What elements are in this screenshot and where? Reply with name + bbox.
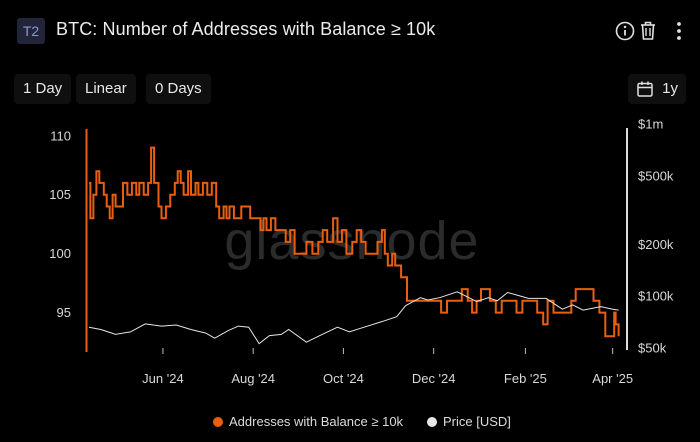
legend-swatch-addresses [213, 417, 223, 427]
x-tick-label: Oct '24 [323, 371, 364, 386]
legend-item-price[interactable]: Price [USD] [427, 414, 511, 429]
left-axis: 110 105 100 95 [49, 128, 88, 352]
right-tick-label: $1m [638, 117, 663, 132]
legend-label-addresses: Addresses with Balance ≥ 10k [229, 414, 404, 429]
addresses-line [89, 146, 620, 338]
right-tick-label: $100k [638, 289, 674, 304]
x-tick-label: Feb '25 [504, 371, 547, 386]
x-tick-label: Dec '24 [412, 371, 456, 386]
calendar-icon [636, 80, 654, 103]
x-tick-label: Apr '25 [592, 371, 633, 386]
chart-tier-badge: T2 [17, 18, 45, 44]
x-tick-label: Aug '24 [231, 371, 275, 386]
x-axis: Jun '24 Aug '24 Oct '24 Dec '24 Feb '25 Apr '… [142, 348, 633, 386]
chart-controls: 1 Day Linear 0 Days 1y [14, 74, 686, 104]
addresses-series[interactable] [88, 146, 620, 338]
right-tick-label: $50k [638, 341, 667, 356]
price-line [88, 291, 619, 345]
right-tick-label: $500k [638, 168, 674, 183]
price-series[interactable] [88, 291, 619, 345]
range-button[interactable]: 1y [628, 74, 686, 104]
legend-item-addresses[interactable]: Addresses with Balance ≥ 10k [213, 414, 403, 429]
range-label: 1y [662, 80, 678, 97]
sma-button[interactable]: 0 Days [146, 74, 211, 104]
chart-header: T2 BTC: Number of Addresses with Balance… [14, 16, 686, 46]
left-tick-label: 95 [57, 305, 71, 320]
right-axis: $1m $500k $200k $100k $50k [626, 117, 674, 356]
chart-title: BTC: Number of Addresses with Balance ≥ … [56, 19, 436, 39]
legend-label-price: Price [USD] [443, 414, 511, 429]
series-layer [88, 146, 620, 345]
scale-button[interactable]: Linear [76, 74, 136, 104]
left-tick-label: 110 [50, 128, 71, 143]
info-icon[interactable] [614, 18, 636, 44]
x-tick-label: Jun '24 [142, 371, 184, 386]
more-icon[interactable] [672, 18, 686, 44]
trash-icon[interactable] [637, 18, 659, 44]
chart-legend: Addresses with Balance ≥ 10k Price [USD] [0, 414, 700, 434]
legend-swatch-price [427, 417, 437, 427]
left-tick-label: 105 [49, 187, 71, 202]
resolution-button[interactable]: 1 Day [14, 74, 72, 104]
left-tick-label: 100 [49, 246, 71, 261]
right-tick-label: $200k [638, 237, 674, 252]
